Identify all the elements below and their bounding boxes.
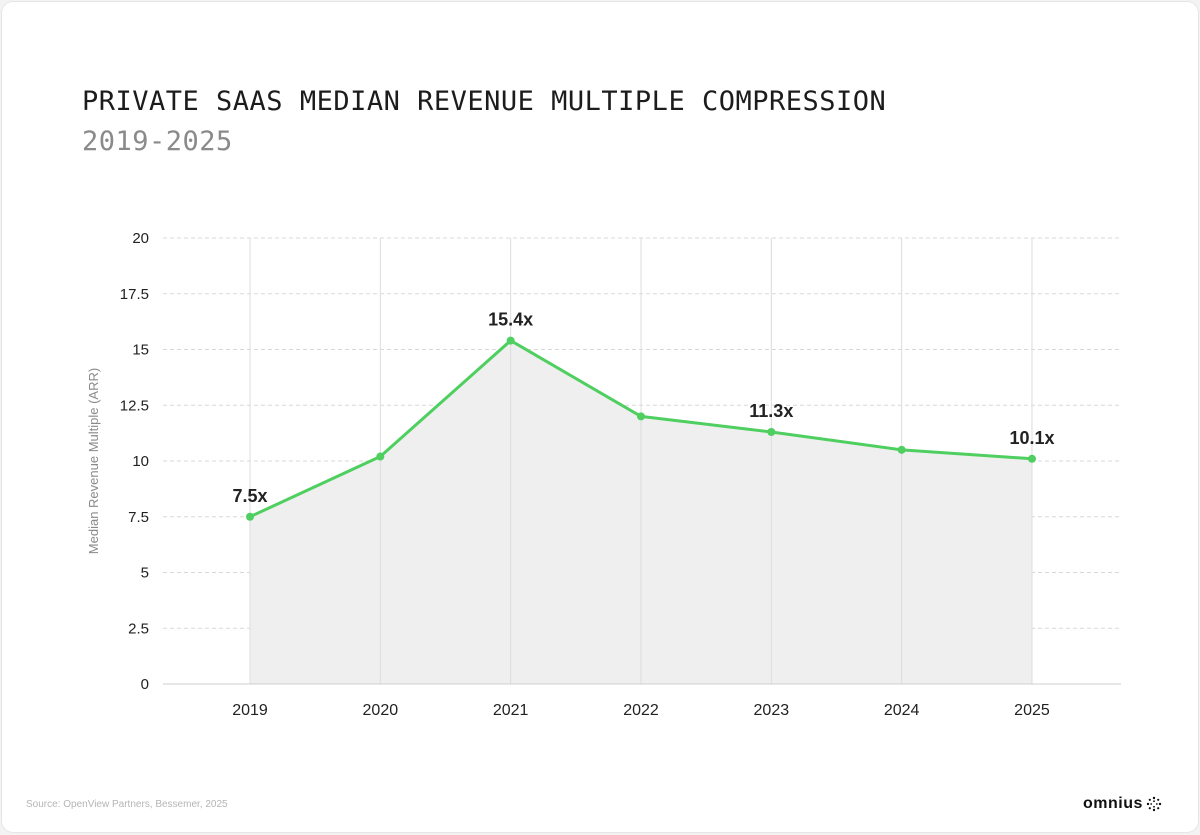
logo-mark-icon: [1146, 796, 1162, 812]
x-tick-label: 2024: [884, 702, 920, 719]
x-tick-label: 2019: [232, 702, 268, 719]
x-tick-label: 2023: [754, 702, 790, 719]
y-tick-label: 0: [141, 676, 149, 693]
data-point: [636, 412, 645, 421]
data-point: [506, 336, 515, 345]
y-tick-label: 20: [132, 230, 149, 247]
x-tick-label: 2025: [1014, 702, 1050, 719]
y-tick-label: 10: [132, 453, 149, 470]
x-tick-label: 2021: [493, 702, 529, 719]
y-tick-label: 17.5: [120, 286, 149, 303]
logo-text: omnius: [1083, 795, 1143, 812]
chart-subtitle: 2019-2025: [82, 126, 233, 157]
data-label: 10.1x: [1009, 428, 1054, 448]
data-label: 7.5x: [232, 486, 267, 506]
data-point: [767, 428, 776, 437]
data-point: [246, 512, 254, 521]
x-tick-label: 2022: [623, 702, 659, 719]
chart-title: PRIVATE SAAS MEDIAN REVENUE MULTIPLE COM…: [82, 86, 887, 117]
y-tick-label: 7.5: [128, 509, 149, 526]
data-label: 15.4x: [488, 310, 533, 330]
y-axis-label: Median Revenue Multiple (ARR): [86, 368, 101, 554]
data-point: [1027, 454, 1036, 463]
y-tick-label: 15: [132, 342, 149, 359]
y-tick-label: 2.5: [128, 620, 149, 637]
x-tick-label: 2020: [363, 702, 399, 719]
y-tick-label: 12.5: [120, 397, 149, 414]
data-point: [376, 452, 385, 461]
source-note: Source: OpenView Partners, Bessemer, 202…: [26, 799, 228, 810]
y-tick-label: 5: [141, 565, 149, 582]
data-label: 11.3x: [749, 401, 793, 421]
data-point: [897, 445, 906, 454]
omnius-logo: omnius: [1083, 795, 1162, 813]
